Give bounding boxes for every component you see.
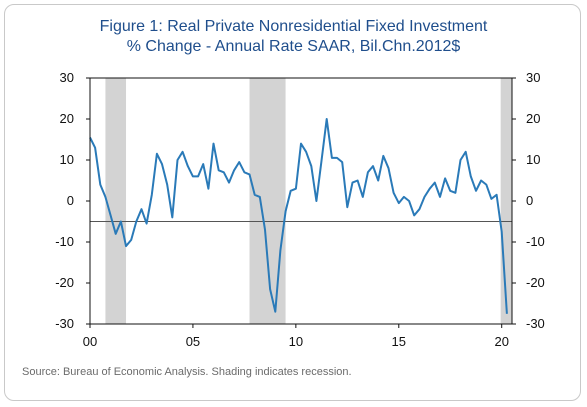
x-tick-label: 00 (83, 334, 97, 349)
y-tick-label-right: 0 (526, 193, 533, 208)
y-tick-label-left: 20 (60, 111, 74, 126)
chart-card (4, 4, 581, 401)
series-group (89, 118, 508, 314)
y-tick-label-left: 10 (60, 152, 74, 167)
chart-title: Figure 1: Real Private Nonresidential Fi… (99, 18, 488, 35)
y-tick-label-right: -10 (526, 234, 545, 249)
recession-band-1 (105, 78, 127, 324)
y-tick-label-left: 0 (67, 193, 74, 208)
source-note: Source: Bureau of Economic Analysis. Sha… (22, 366, 352, 378)
x-tick-label: 20 (494, 334, 508, 349)
recession-band-3 (500, 78, 512, 324)
recession-band-2 (249, 78, 286, 324)
tick-group (86, 77, 516, 328)
y-tick-label-left: 30 (60, 70, 74, 85)
chart-subtitle: % Change - Annual Rate SAAR, Bil.Chn.201… (126, 38, 461, 55)
series-line-1 (89, 118, 508, 314)
y-tick-label-left: -30 (55, 316, 74, 331)
y-tick-label-right: 30 (526, 70, 540, 85)
y-tick-label-right: -30 (526, 316, 545, 331)
y-tick-label-left: -10 (55, 234, 74, 249)
x-tick-label: 15 (392, 334, 406, 349)
y-tick-label-right: -20 (526, 275, 545, 290)
plot-frame (89, 77, 513, 325)
x-tick-label: 05 (186, 334, 200, 349)
recession-shading-group (105, 78, 512, 324)
x-tick-label: 10 (289, 334, 303, 349)
y-tick-label-right: 10 (526, 152, 540, 167)
y-tick-label-left: -20 (55, 275, 74, 290)
y-tick-label-right: 20 (526, 111, 540, 126)
